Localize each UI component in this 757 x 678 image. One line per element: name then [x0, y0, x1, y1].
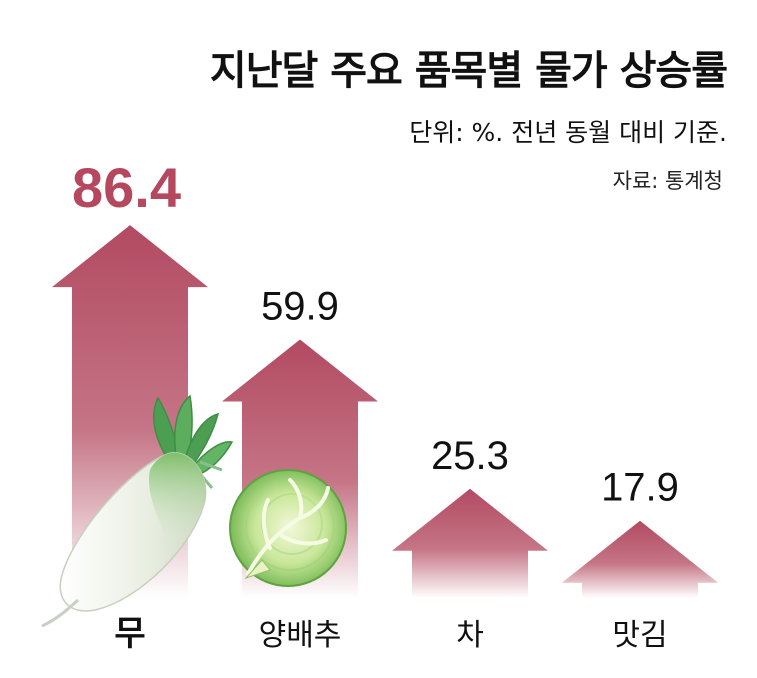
value-label-2: 59.9: [261, 284, 339, 328]
category-label-1: 무: [114, 614, 145, 654]
arrow-bar-3: [392, 488, 548, 598]
unit-note: 단위: %. 전년 동월 대비 기준.: [409, 118, 727, 147]
cabbage-icon: [229, 469, 347, 587]
value-label-3: 25.3: [431, 434, 509, 478]
arrow-bar-4: [562, 520, 718, 598]
radish-icon: [41, 394, 234, 628]
value-label-1: 86.4: [72, 156, 181, 219]
category-label-3: 차: [456, 618, 484, 653]
source-note: 자료: 통계청: [612, 169, 723, 193]
chart-title: 지난달 주요 품목별 물가 상승률: [209, 48, 728, 94]
category-label-4: 맛김: [612, 618, 667, 653]
category-label-2: 양배추: [259, 618, 342, 653]
value-label-4: 17.9: [601, 466, 679, 510]
